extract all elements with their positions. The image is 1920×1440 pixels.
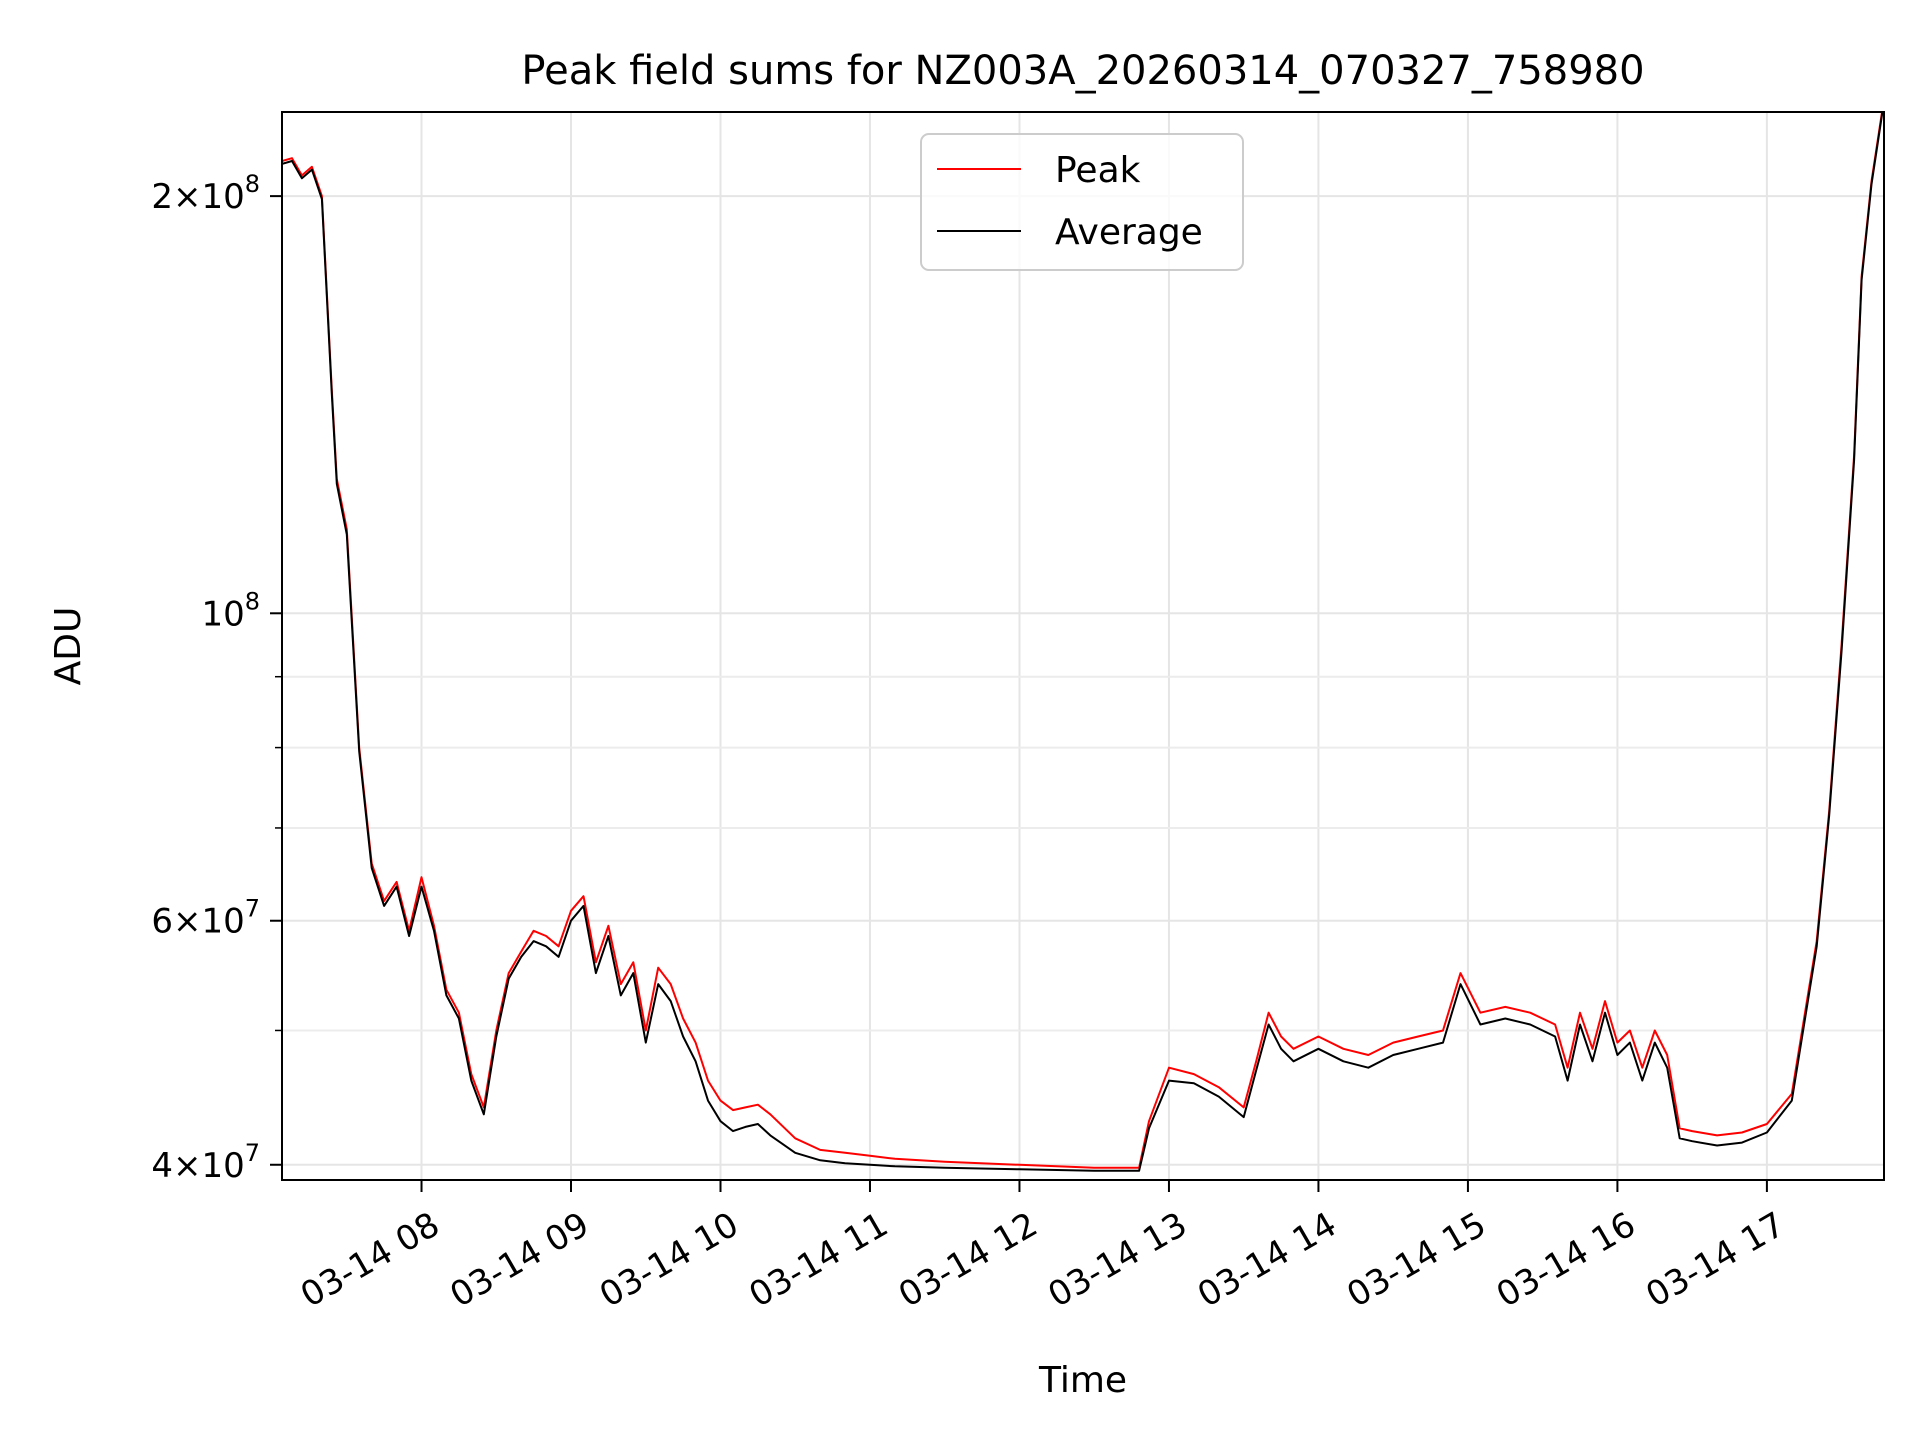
legend-label-peak: Peak — [1055, 150, 1141, 191]
legend-label-average: Average — [1055, 212, 1203, 253]
chart-title: Peak field sums for NZ003A_20260314_0703… — [521, 48, 1644, 94]
y-tick-label: 108 — [201, 587, 260, 634]
series-layer — [282, 112, 1884, 1172]
series-line-average — [282, 112, 1884, 1172]
x-axis-label: Time — [1038, 1360, 1127, 1401]
y-tick-label: 2×108 — [151, 170, 260, 217]
legend: Peak Average — [920, 133, 1244, 271]
plot-frame — [281, 111, 1885, 1181]
y-axis-label: ADU — [48, 607, 89, 686]
series-line-peak — [282, 112, 1884, 1169]
y-tick-label: 6×107 — [151, 895, 260, 942]
y-tick-label: 4×107 — [151, 1139, 260, 1186]
